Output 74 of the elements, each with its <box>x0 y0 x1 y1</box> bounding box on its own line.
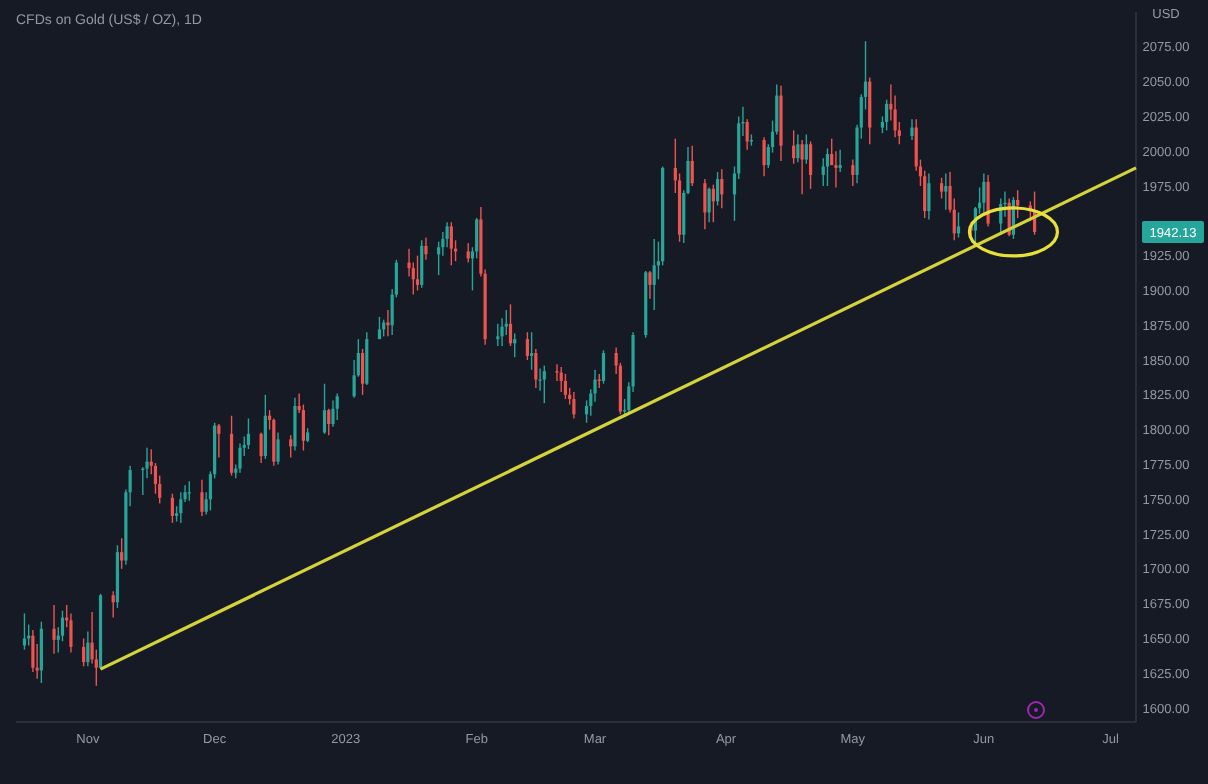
candlestick <box>648 270 652 300</box>
candlestick <box>415 254 420 292</box>
candlestick <box>39 621 43 684</box>
candlestick <box>796 133 800 164</box>
candlestick <box>259 431 263 464</box>
candlestick <box>530 331 534 371</box>
candlestick <box>449 221 453 267</box>
candlestick <box>69 612 73 654</box>
candlestick <box>711 183 715 223</box>
candlestick <box>111 590 115 619</box>
candlestick <box>825 147 830 187</box>
candlestick <box>500 317 504 347</box>
candlestick <box>31 629 35 673</box>
candlestick <box>525 331 529 361</box>
candlestick <box>120 537 124 570</box>
candlestick <box>466 242 470 264</box>
candlestick <box>703 178 707 230</box>
candlestick <box>276 431 280 466</box>
candlestick <box>707 186 711 223</box>
candlestick <box>715 171 720 207</box>
candlestick <box>238 442 242 474</box>
candlestick <box>496 323 500 347</box>
candlestick <box>360 348 365 396</box>
candlestick <box>885 99 889 132</box>
candlestick <box>513 332 517 358</box>
candlestick <box>170 492 174 524</box>
candlestick <box>293 396 297 452</box>
candlestick <box>851 158 855 187</box>
candlestick <box>52 604 56 655</box>
candlestick <box>420 239 424 289</box>
candlestick <box>331 399 335 428</box>
candlestick <box>808 140 813 190</box>
candlestick <box>86 630 90 668</box>
candlestick <box>424 236 428 261</box>
candlestick <box>534 348 538 389</box>
candlestick <box>508 303 513 347</box>
candlestick <box>762 136 766 177</box>
candlestick <box>272 417 276 467</box>
candlestick <box>289 434 293 459</box>
candlestick <box>838 149 842 173</box>
candlestick <box>690 144 694 187</box>
candlestick <box>944 172 948 211</box>
candlestick <box>335 392 339 421</box>
candlestick <box>601 349 606 385</box>
candlestick <box>246 417 251 450</box>
candlestick <box>1016 189 1020 219</box>
candlestick <box>563 373 568 400</box>
candlestick <box>82 637 86 668</box>
candlestick <box>22 612 27 651</box>
candlestick <box>322 383 327 435</box>
candlestick <box>956 211 961 239</box>
candlestick <box>800 139 804 196</box>
candlestick <box>792 129 796 165</box>
candlestick <box>229 415 234 477</box>
candlestick <box>327 408 331 436</box>
candlestick <box>986 174 990 228</box>
candlestick <box>720 168 724 209</box>
candlestick <box>263 394 267 460</box>
candlestick <box>927 172 931 221</box>
candlestick <box>365 331 369 386</box>
candlestick <box>868 76 872 145</box>
candlestick <box>939 176 944 200</box>
candlestick <box>445 221 449 248</box>
candlestick <box>982 172 986 215</box>
candlestick <box>652 238 656 311</box>
candlestick <box>386 309 390 338</box>
candlestick <box>217 423 221 459</box>
candlestick <box>910 118 914 141</box>
candlestick <box>745 118 749 151</box>
candlestick <box>542 364 546 404</box>
candlestick <box>200 479 204 517</box>
candlestick <box>179 491 183 524</box>
candlestick <box>572 391 576 420</box>
candlestick <box>804 133 808 165</box>
